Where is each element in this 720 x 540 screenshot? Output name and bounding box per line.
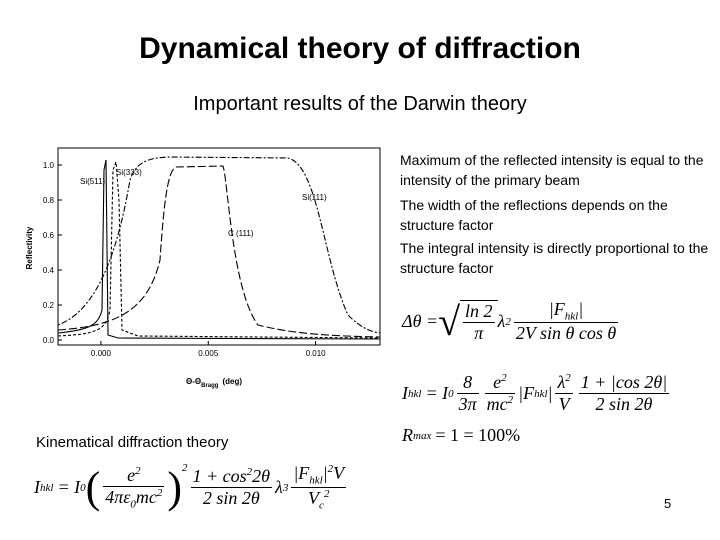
- math-text: 2θ: [252, 466, 271, 486]
- curves: [57, 156, 381, 340]
- curve-si333: [57, 161, 381, 339]
- x-tick-label: 0.000: [91, 349, 112, 358]
- math-text: |: [578, 298, 584, 319]
- y-tick-label: 0.0: [43, 336, 55, 345]
- math-text: e: [127, 464, 136, 485]
- math-text: |: [322, 463, 328, 484]
- math-text: ): [167, 463, 183, 512]
- math-text: 2: [501, 372, 507, 384]
- curve-label: Si(111): [302, 193, 327, 202]
- y-tick-label: 0.2: [43, 301, 55, 310]
- math-text: 2: [246, 466, 253, 478]
- math-text: I: [34, 477, 40, 497]
- math-text: 2 sin 2θ: [595, 394, 653, 414]
- math-text: 0: [448, 387, 454, 400]
- bullet: Maximum of the reflected intensity is eq…: [400, 152, 704, 188]
- math-text: 2: [327, 463, 334, 476]
- math-text: |F: [293, 463, 310, 484]
- math-text: π: [474, 322, 484, 343]
- math-text: 1 + cos: [192, 466, 247, 486]
- math-text: = I: [57, 477, 81, 497]
- math-text: Δθ =: [402, 311, 439, 331]
- plot-frame: [57, 147, 381, 346]
- math-text: 2: [156, 486, 163, 499]
- math-text: |F: [548, 298, 565, 319]
- bullet: The integral intensity is directly propo…: [400, 240, 709, 276]
- math-text: 3π: [458, 394, 477, 414]
- math-text: 2: [182, 462, 188, 474]
- curve-label: Si(511): [80, 177, 106, 186]
- curve-label: Si(333): [116, 168, 142, 177]
- math-text: max: [413, 429, 432, 442]
- curve-si511: [57, 159, 381, 340]
- math-text: hkl: [564, 310, 579, 323]
- math-text: V: [558, 394, 570, 414]
- math-text: 3: [282, 481, 289, 494]
- y-tick-label: 1.0: [43, 161, 55, 170]
- math-text: hkl: [408, 387, 422, 400]
- math-text: I: [402, 383, 408, 403]
- math-text: 1 + |cos 2θ|: [578, 372, 670, 394]
- math-text: 2: [565, 372, 571, 384]
- math-text: ln 2: [463, 300, 495, 323]
- subtitle: Important results of the Darwin theory: [193, 93, 527, 115]
- math-text: (: [85, 463, 101, 512]
- math-text: 8: [456, 372, 479, 394]
- x-label-unit: (deg): [222, 377, 242, 386]
- x-tick-label: 0.005: [198, 349, 219, 358]
- curve-label: C (111): [228, 229, 254, 238]
- math-text: 2: [505, 315, 511, 328]
- math-text: 2: [323, 488, 330, 500]
- y-axis-label: Reflectivity: [25, 226, 34, 269]
- sqrt-sign: √: [438, 299, 461, 344]
- math-text: mc: [135, 486, 157, 507]
- math-text: = I: [425, 383, 449, 403]
- section-label: Kinematical diffraction theory: [36, 434, 229, 451]
- y-tick-label: 0.8: [43, 196, 55, 205]
- math-text: 4πε: [105, 486, 131, 507]
- title: Dynamical theory of diffraction: [139, 32, 581, 65]
- x-axis-label: Θ-ΘBragg (deg): [186, 377, 242, 389]
- page-number: 5: [664, 496, 672, 511]
- math-text: hkl: [40, 481, 54, 494]
- math-text: |F: [518, 383, 535, 403]
- math-text: = 1 = 100%: [435, 425, 521, 445]
- math-text: |: [547, 383, 553, 403]
- math-text: e: [493, 372, 502, 392]
- math-text: hkl: [309, 475, 323, 487]
- math-text: 2: [507, 394, 514, 406]
- curve-c111: [57, 165, 381, 338]
- math-text: mc: [486, 394, 508, 414]
- x-label-main: Θ-Θ: [186, 377, 201, 386]
- math-text: 2: [135, 464, 141, 477]
- math-text: λ: [497, 311, 506, 331]
- math-text: 0: [80, 481, 86, 494]
- x-label-sub: Bragg: [201, 383, 219, 389]
- curve-si111: [57, 156, 381, 334]
- math-text: V: [333, 463, 345, 484]
- math-text: 2V sin θ cos θ: [515, 323, 617, 344]
- math-text: R: [402, 425, 413, 445]
- y-tick-label: 0.6: [43, 231, 55, 240]
- math-text: λ: [557, 372, 566, 392]
- math-text: λ: [275, 477, 283, 497]
- x-tick-label: 0.010: [306, 349, 327, 358]
- figure: Si(511) Si(333) Si(111) C (111) Reflecti…: [25, 147, 381, 389]
- y-tick-label: 0.4: [43, 266, 55, 275]
- math-text: c: [319, 499, 324, 512]
- math-text: V: [308, 488, 320, 508]
- math-text: hkl: [534, 387, 548, 400]
- math-text: 0: [130, 498, 136, 511]
- bullet: The width of the reflections depends on …: [400, 197, 668, 233]
- math-text: 2 sin 2θ: [202, 488, 260, 508]
